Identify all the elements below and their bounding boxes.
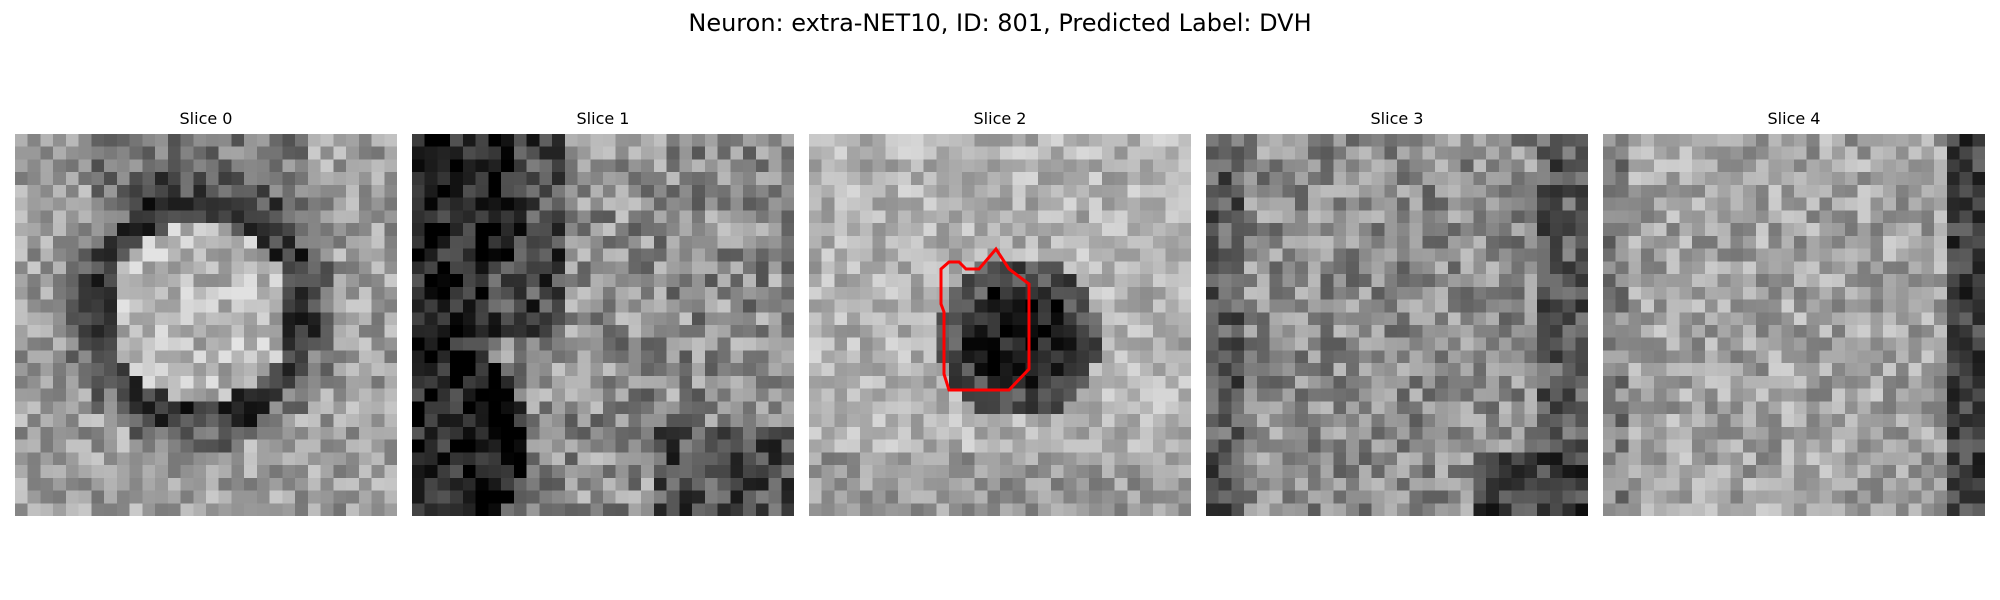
slice-image bbox=[412, 134, 794, 516]
slice-title: Slice 0 bbox=[179, 109, 233, 128]
slice-title: Slice 1 bbox=[576, 109, 630, 128]
slice-title: Slice 4 bbox=[1767, 109, 1821, 128]
slice-title: Slice 2 bbox=[973, 109, 1027, 128]
slice-image bbox=[809, 134, 1191, 516]
slice-panel-1: Slice 1 bbox=[412, 108, 794, 516]
figure-title: Neuron: extra-NET10, ID: 801, Predicted … bbox=[688, 9, 1312, 37]
slice-panel-2: Slice 2 bbox=[809, 108, 1191, 516]
slice-panel-4: Slice 4 bbox=[1603, 108, 1985, 516]
slice-image bbox=[15, 134, 397, 516]
slice-image bbox=[1206, 134, 1588, 516]
slice-panel-0: Slice 0 bbox=[15, 108, 397, 516]
slice-panel-3: Slice 3 bbox=[1206, 108, 1588, 516]
slice-image bbox=[1603, 134, 1985, 516]
slice-title: Slice 3 bbox=[1370, 109, 1424, 128]
